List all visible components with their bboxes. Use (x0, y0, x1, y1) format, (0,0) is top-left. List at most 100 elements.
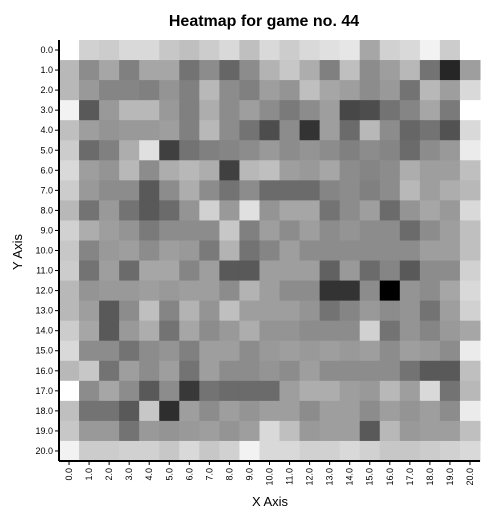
x-tick-label: 14.0 (345, 468, 355, 486)
heatmap-cell (259, 80, 281, 101)
heatmap-cell (159, 440, 180, 462)
heatmap-cell (339, 160, 361, 181)
heatmap-cell (199, 240, 220, 262)
heatmap-cell (319, 340, 341, 362)
y-tick-label: 2.0 (40, 85, 53, 95)
heatmap-cell (59, 400, 80, 422)
heatmap-cell (219, 260, 240, 282)
y-tick-label: 18.0 (35, 406, 53, 416)
y-tick-label: 10.0 (35, 246, 53, 256)
heatmap-cell (99, 200, 120, 221)
x-tick-label: 15.0 (365, 468, 375, 486)
heatmap-cell (279, 440, 301, 462)
heatmap-cell (79, 160, 100, 181)
heatmap-cell (359, 160, 381, 181)
heatmap-cell (379, 180, 401, 201)
heatmap-cell (219, 340, 240, 362)
heatmap-cell (299, 120, 321, 141)
heatmap-cell (359, 220, 381, 241)
x-tick-label: 5.0 (164, 468, 174, 481)
heatmap-cell (239, 360, 260, 382)
heatmap-cell (199, 300, 220, 322)
heatmap-cell (319, 240, 341, 262)
y-tick-label: 5.0 (40, 145, 53, 155)
heatmap-cell (399, 40, 421, 61)
heatmap-cell (419, 360, 441, 382)
heatmap-cell (419, 180, 441, 201)
heatmap-cell (279, 320, 301, 342)
heatmap-cell (179, 180, 200, 201)
heatmap-cell (419, 100, 441, 121)
heatmap-cell (439, 280, 461, 302)
heatmap-cell (319, 180, 341, 201)
heatmap-cell (199, 140, 220, 161)
heatmap-cell (59, 240, 80, 262)
heatmap-cell (379, 40, 401, 61)
heatmap-cell (219, 300, 240, 322)
heatmap-cell (159, 320, 180, 342)
heatmap-cell (239, 40, 260, 61)
heatmap-cell (59, 60, 80, 81)
heatmap-cell (279, 260, 301, 282)
heatmap-cell (219, 360, 240, 382)
heatmap-cell (79, 280, 100, 302)
heatmap-cell (419, 400, 441, 422)
heatmap-cell (379, 120, 401, 141)
x-tick-label: 19.0 (445, 468, 455, 486)
heatmap-cells (59, 40, 481, 462)
heatmap-cell (59, 420, 80, 442)
heatmap-cell (439, 300, 461, 322)
heatmap-cell (199, 340, 220, 362)
heatmap-cell (339, 440, 361, 462)
heatmap-cell (239, 140, 260, 161)
heatmap-cell (259, 440, 281, 462)
heatmap-cell (459, 240, 481, 262)
heatmap-cell (359, 280, 381, 302)
heatmap-cell (219, 420, 240, 442)
heatmap-cell (339, 400, 361, 422)
heatmap-cell (219, 380, 240, 402)
heatmap-cell (259, 120, 281, 141)
heatmap-cell (159, 400, 180, 422)
heatmap-cell (439, 120, 461, 141)
heatmap-cell (359, 420, 381, 442)
heatmap-cell (439, 60, 461, 81)
heatmap-cell (119, 400, 140, 422)
heatmap-cell (159, 240, 180, 262)
x-tick-label: 3.0 (124, 468, 134, 481)
heatmap-cell (359, 180, 381, 201)
heatmap-cell (79, 220, 100, 241)
heatmap-cell (319, 400, 341, 422)
heatmap-cell (119, 80, 140, 101)
heatmap-cell (399, 440, 421, 462)
heatmap-cell (159, 160, 180, 181)
heatmap-cell (159, 80, 180, 101)
heatmap-cell (139, 300, 160, 322)
heatmap-cell (319, 260, 341, 282)
heatmap-cell (379, 420, 401, 442)
heatmap-cell (179, 100, 200, 121)
heatmap-cell (459, 280, 481, 302)
heatmap-cell (99, 320, 120, 342)
heatmap-cell (459, 440, 481, 462)
x-axis-label: X Axis (252, 494, 289, 509)
heatmap-cell (299, 440, 321, 462)
heatmap-cell (439, 160, 461, 181)
heatmap-cell (459, 340, 481, 362)
heatmap-cell (139, 80, 160, 101)
heatmap-cell (379, 280, 401, 302)
heatmap-cell (439, 260, 461, 282)
heatmap-cell (319, 440, 341, 462)
heatmap-cell (399, 100, 421, 121)
heatmap-cell (119, 200, 140, 221)
heatmap-cell (339, 240, 361, 262)
heatmap-cell (459, 380, 481, 402)
heatmap-cell (339, 300, 361, 322)
heatmap-cell (459, 140, 481, 161)
heatmap-cell (79, 320, 100, 342)
heatmap-cell (139, 140, 160, 161)
heatmap-cell (59, 280, 80, 302)
heatmap-cell (139, 280, 160, 302)
heatmap-cell (439, 320, 461, 342)
heatmap-cell (279, 60, 301, 81)
